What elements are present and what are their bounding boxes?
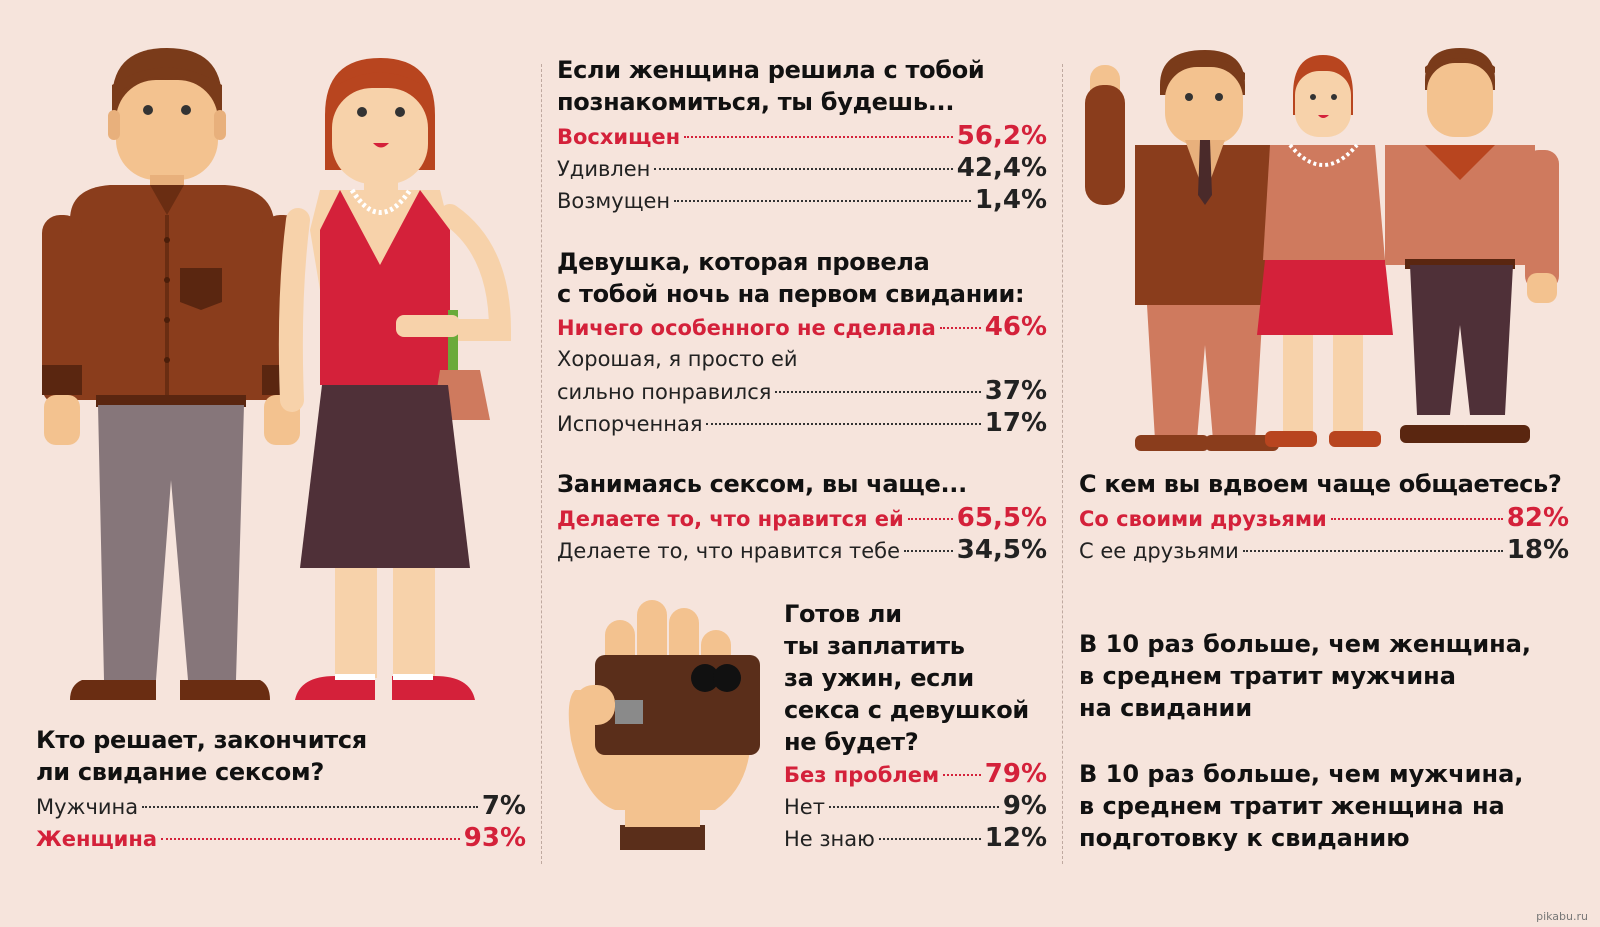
fact-man-spends: В 10 раз больше, чем женщина, в среднем …	[1079, 628, 1531, 724]
answer-row-man: Мужчина 7%	[36, 790, 526, 822]
hand-card-illustration	[568, 600, 760, 850]
answer-row: сильно понравился 37%	[557, 375, 1047, 407]
leader-dots	[775, 391, 981, 393]
man-waving-figure	[1085, 50, 1292, 451]
question-line: Кто решает, закончится	[36, 726, 367, 754]
answer-label: Возмущен	[557, 189, 671, 213]
answer-label: сильно понравился	[557, 380, 772, 404]
answer-value: 79%	[984, 759, 1047, 789]
answer-row: Без проблем 79%	[784, 758, 1047, 790]
man-figure	[42, 48, 302, 700]
answer-value: 82%	[1506, 503, 1569, 533]
answer-value: 65,5%	[956, 503, 1047, 533]
question-pay-dinner: Готов ли ты заплатить за ужин, если секс…	[784, 598, 1029, 758]
answer-value: 12%	[984, 823, 1047, 853]
answer-row: Удивлен 42,4%	[557, 152, 1047, 184]
answer-value: 34,5%	[956, 535, 1047, 565]
leader-dots	[706, 423, 981, 425]
question-line: ты заплатить	[784, 632, 965, 660]
leader-dots	[904, 550, 953, 552]
answer-label: Нет	[784, 795, 825, 819]
answer-row: Делаете то, что нравится тебе 34,5%	[557, 534, 1047, 566]
answer-label: Женщина	[36, 827, 158, 851]
question-line: С кем вы вдвоем чаще общаетесь?	[1079, 470, 1562, 498]
leader-dots	[828, 806, 999, 808]
leader-dots	[654, 168, 953, 170]
question-woman-approach: Если женщина решила с тобой познакомитьс…	[557, 54, 985, 118]
answer-label: Мужчина	[36, 795, 139, 819]
answer-row: Со своими друзьями 82%	[1079, 502, 1569, 534]
answer-row: Возмущен 1,4%	[557, 184, 1047, 216]
leader-dots	[907, 518, 953, 520]
answer-row: Испорченная 17%	[557, 407, 1047, 439]
leader-dots	[939, 327, 981, 329]
answer-row: Не знаю 12%	[784, 822, 1047, 854]
leader-dots	[943, 774, 981, 776]
answer-label: Удивлен	[557, 157, 651, 181]
answer-value: 46%	[984, 312, 1047, 342]
answer-row: Восхищен 56,2%	[557, 120, 1047, 152]
watermark: pikabu.ru	[1536, 910, 1588, 923]
fact-line: В 10 раз больше, чем мужчина,	[1079, 760, 1524, 788]
leader-dots	[161, 838, 460, 840]
leader-dots	[674, 200, 971, 202]
woman-center-figure	[1257, 55, 1393, 447]
answer-value: 93%	[463, 823, 526, 853]
answer-label: Без проблем	[784, 763, 940, 787]
column-divider-right	[1062, 64, 1063, 864]
question-first-night: Девушка, которая провела с тобой ночь на…	[557, 246, 1025, 310]
question-line: с тобой ночь на первом свидании:	[557, 280, 1025, 308]
leader-dots	[1330, 518, 1503, 520]
answer-value: 56,2%	[956, 121, 1047, 151]
leader-dots	[142, 806, 478, 808]
answer-label: Делаете то, что нравится тебе	[557, 539, 901, 563]
answer-value: 9%	[1002, 791, 1047, 821]
couple-illustration	[42, 48, 512, 700]
column-divider-left	[541, 64, 542, 864]
fact-line: в среднем тратит женщина на	[1079, 792, 1505, 820]
answer-label: Не знаю	[784, 827, 875, 851]
answer-value: 18%	[1506, 535, 1569, 565]
question-line: познакомиться, ты будешь...	[557, 88, 955, 116]
question-who-decides: Кто решает, закончится ли свидание сексо…	[36, 724, 367, 788]
question-line: не будет?	[784, 728, 919, 756]
answer-label: Делаете то, что нравится ей	[557, 507, 904, 531]
answer-row: Делаете то, что нравится ей 65,5%	[557, 502, 1047, 534]
answer-value: 1,4%	[974, 185, 1047, 215]
answer-label: Восхищен	[557, 125, 681, 149]
answer-row: Ничего особенного не сделала 46%	[557, 311, 1047, 343]
answer-value: 37%	[984, 376, 1047, 406]
leader-dots	[1242, 550, 1503, 552]
question-line: Готов ли	[784, 600, 902, 628]
fact-woman-spends: В 10 раз больше, чем мужчина, в среднем …	[1079, 758, 1523, 854]
answer-value: 42,4%	[956, 153, 1047, 183]
fact-line: в среднем тратит мужчина	[1079, 662, 1456, 690]
question-during-sex: Занимаясь сексом, вы чаще...	[557, 468, 967, 500]
answer-label: Испорченная	[557, 412, 703, 436]
question-line: ли свидание сексом?	[36, 758, 324, 786]
answer-label: Со своими друзьями	[1079, 507, 1327, 531]
question-line: за ужин, если	[784, 664, 974, 692]
man-right-figure	[1385, 48, 1559, 443]
question-line: Занимаясь сексом, вы чаще...	[557, 470, 967, 498]
answer-row: С ее друзьями 18%	[1079, 534, 1569, 566]
woman-figure	[278, 58, 512, 700]
answer-label: С ее друзьями	[1079, 539, 1239, 563]
question-who-socialize: С кем вы вдвоем чаще общаетесь?	[1079, 468, 1562, 500]
answer-value: 7%	[481, 791, 526, 821]
fact-line: подготовку к свиданию	[1079, 824, 1410, 852]
fact-line: В 10 раз больше, чем женщина,	[1079, 630, 1532, 658]
answer-label: Ничего особенного не сделала	[557, 316, 936, 340]
answer-row: Нет 9%	[784, 790, 1047, 822]
fact-line: на свидании	[1079, 694, 1253, 722]
answer-label-line: Хорошая, я просто ей	[557, 347, 798, 371]
leader-dots	[878, 838, 981, 840]
question-line: секса с девушкой	[784, 696, 1029, 724]
trio-illustration	[1085, 48, 1559, 451]
question-line: Девушка, которая провела	[557, 248, 930, 276]
answer-value: 17%	[984, 408, 1047, 438]
answer-row-woman: Женщина 93%	[36, 822, 526, 854]
leader-dots	[684, 136, 953, 138]
question-line: Если женщина решила с тобой	[557, 56, 985, 84]
